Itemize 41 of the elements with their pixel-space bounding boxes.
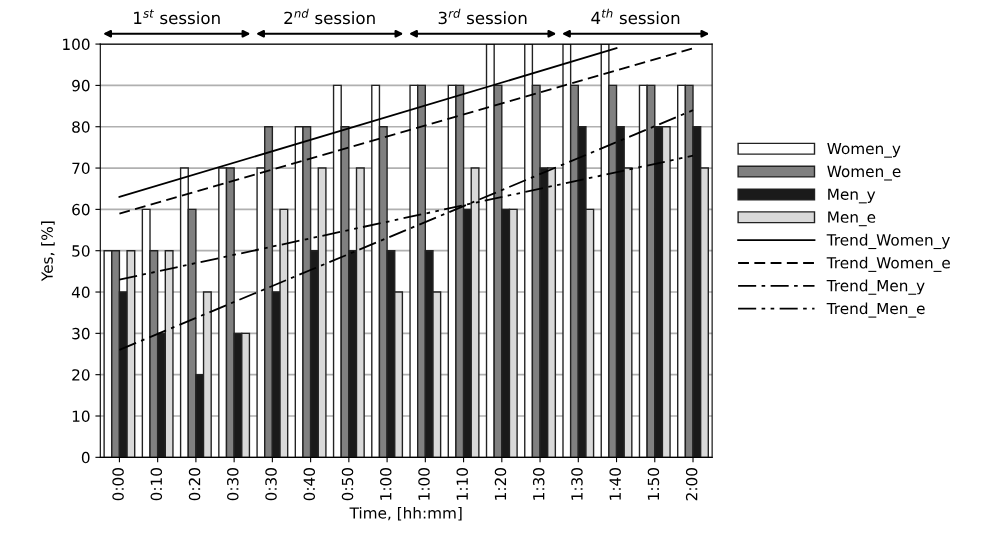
legend-label: Women_y [827, 142, 901, 158]
y-tick-label: 90 [72, 79, 90, 92]
x-tick-label: 1:30 [571, 468, 583, 500]
y-tick-label: 70 [72, 162, 90, 175]
y-tick-label: 80 [72, 121, 90, 133]
x-tick-label: 2:00 [685, 468, 698, 501]
legend-label: Trend_Women_y [826, 233, 950, 250]
x-tick-label: 0:30 [227, 468, 239, 501]
x-tick-label: 1:30 [532, 468, 545, 500]
x-tick-label: 0:00 [112, 468, 124, 501]
y-tick-label: 30 [72, 327, 90, 340]
x-axis-title: Time, [hh:mm] [349, 506, 462, 521]
text: 1$^{st}$ session [134, 9, 220, 25]
x-tick-label: 1:20 [494, 468, 507, 500]
y-tick-label: 60 [72, 203, 90, 216]
y-tick-label: 10 [72, 410, 90, 423]
x-tick-label: 0:20 [188, 468, 201, 501]
text: 4$^{th}$ session [591, 8, 680, 25]
legend-label: Trend_Men_e [826, 302, 925, 318]
x-tick-label: 0:40 [303, 468, 316, 501]
legend-label: Women_e [827, 165, 901, 181]
y-tick-label: 0 [81, 451, 90, 464]
legend-label: Trend_Men_y [826, 279, 925, 295]
x-tick-label: 1:00 [379, 468, 392, 500]
legend-label: Men_e [828, 211, 876, 227]
y-tick-label: 20 [72, 369, 90, 381]
text: 2$^{nd}$ session [284, 8, 375, 25]
x-tick-label: 1:50 [647, 468, 660, 500]
x-tick-label: 1:10 [456, 468, 469, 500]
x-tick-label: 0:10 [150, 468, 163, 501]
legend-label: Men_y [828, 188, 876, 204]
x-tick-label: 1:40 [609, 468, 621, 500]
x-tick-label: 0:30 [265, 468, 277, 501]
y-tick-label: 100 [63, 38, 90, 51]
x-tick-label: 0:50 [341, 468, 354, 501]
text: 3$^{rd}$ session [438, 8, 527, 25]
legend-label: Trend_Women_e [826, 256, 950, 272]
y-axis-title: Yes, [%] [41, 221, 55, 282]
x-tick-label: 1:00 [418, 468, 430, 500]
y-tick-label: 40 [71, 286, 90, 299]
y-tick-label: 50 [72, 245, 90, 257]
